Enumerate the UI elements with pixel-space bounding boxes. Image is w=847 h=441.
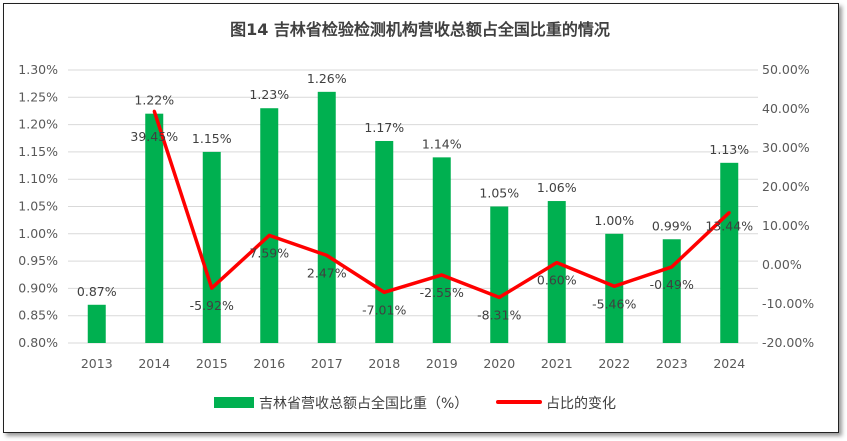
chart-title: 图14 吉林省检验检测机构营收总额占全国比重的情况 [230,20,610,39]
x-tick-label: 2019 [426,356,458,371]
line-data-label: 39.45% [130,129,178,144]
line-point [382,290,386,294]
bar [202,151,221,343]
x-tick-label: 2022 [598,356,630,371]
bar-data-label: 1.06% [537,180,577,195]
x-tick-label: 2014 [138,356,170,371]
left-tick-label: 1.25% [18,89,58,104]
chart-frame [3,3,839,433]
left-tick-label: 1.15% [18,144,58,159]
line-data-label: 0.60% [537,273,577,288]
line-point [152,109,156,113]
left-tick-label: 1.20% [18,117,58,132]
right-tick-label: -10.00% [762,296,814,311]
right-tick-label: 20.00% [762,179,810,194]
right-tick-label: 50.00% [762,62,810,77]
x-tick-label: 2023 [656,356,688,371]
left-tick-label: 0.90% [18,280,58,295]
right-tick-label: 10.00% [762,218,810,233]
legend: 吉林省营收总额占全国比重（%） 占比的变化 [214,395,616,412]
x-tick-label: 2021 [541,356,573,371]
x-tick-label: 2017 [311,356,343,371]
bar [720,162,739,343]
x-tick-label: 2016 [253,356,285,371]
bar [260,108,279,343]
x-tick-label: 2013 [81,356,113,371]
line-point [497,295,501,299]
line-data-label: 7.59% [249,245,289,260]
bar [432,157,451,343]
line-point [325,253,329,257]
bar-data-label: 1.05% [479,186,519,201]
bar-data-label: 1.00% [594,213,634,228]
line-data-label: -0.49% [650,277,694,292]
bar-data-label: 1.17% [364,120,404,135]
line-data-label: -2.55% [420,285,464,300]
line-data-label: 13.44% [705,219,753,234]
right-tick-label: 40.00% [762,101,810,116]
bar [547,201,566,343]
bar [662,239,681,343]
line-point [440,273,444,277]
left-tick-label: 0.80% [18,335,58,350]
legend-bar-swatch [214,397,254,408]
bar-data-label: 1.14% [422,136,462,151]
bar-data-label: 1.15% [192,131,232,146]
line-point [267,233,271,237]
left-tick-label: 1.00% [18,226,58,241]
line-point [612,284,616,288]
bar-data-label: 1.26% [307,71,347,86]
x-tick-label: 2024 [713,356,745,371]
left-tick-label: 0.95% [18,253,58,268]
bar [317,91,336,343]
bar [87,304,106,343]
bar [605,233,624,343]
bar [145,113,164,344]
x-tick-label: 2015 [196,356,228,371]
right-tick-label: 0.00% [762,257,802,272]
line-data-label: 2.47% [307,265,347,280]
line-data-label: -7.01% [362,302,406,317]
left-tick-label: 1.10% [18,171,58,186]
line-point [210,286,214,290]
line-data-label: -8.31% [477,307,521,322]
x-tick-label: 2018 [368,356,400,371]
bar [490,206,509,343]
line-data-label: -5.92% [190,298,234,313]
left-tick-label: 1.05% [18,199,58,214]
bar-data-label: 1.23% [249,87,289,102]
legend-bar-label: 吉林省营收总额占全国比重（%） [259,395,468,412]
right-tick-label: -20.00% [762,335,814,350]
line-point [555,261,559,265]
line-data-label: -5.46% [592,296,636,311]
left-tick-label: 0.85% [18,308,58,323]
bar-data-label: 0.87% [77,284,117,299]
bar-data-label: 0.99% [652,218,692,233]
right-tick-label: 30.00% [762,140,810,155]
bar-data-label: 1.22% [134,93,174,108]
left-tick-label: 1.30% [18,62,58,77]
bar-data-label: 1.13% [709,142,749,157]
x-tick-label: 2020 [483,356,515,371]
legend-line-label: 占比的变化 [546,396,616,412]
line-point [727,211,731,215]
line-point [670,265,674,269]
